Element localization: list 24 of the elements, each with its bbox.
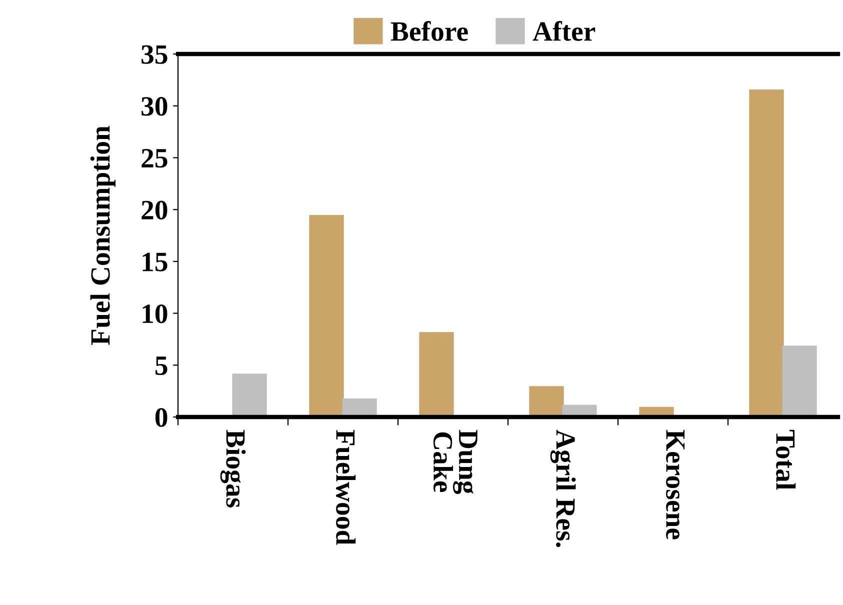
y-tick-label: 0	[155, 408, 168, 427]
bar	[309, 214, 344, 417]
y-tick-label: 20	[142, 200, 168, 220]
y-tick-label: 35	[142, 45, 168, 64]
x-tick-label: Agril Res.	[550, 430, 576, 548]
x-tick-label: Fuelwood	[336, 430, 356, 545]
y-tick-label: 30	[142, 97, 168, 116]
x-tick-label: Kerosene	[666, 430, 685, 540]
y-tick-label: 25	[142, 148, 168, 168]
x-tick-label: Total	[776, 430, 796, 490]
bar	[782, 346, 817, 417]
bar	[529, 386, 564, 417]
y-tick-label: 10	[142, 304, 168, 324]
y-tick-label: 5	[156, 356, 168, 376]
y-tick-label: 15	[142, 252, 168, 272]
x-tick-label: Biogas	[220, 430, 246, 508]
y-axis-title: Fuel Consumption	[90, 126, 116, 345]
bar	[749, 89, 784, 417]
bar	[419, 332, 454, 417]
bar	[342, 398, 377, 417]
legend-label: After	[532, 21, 596, 41]
x-tick-label: Dung Cake	[433, 430, 478, 494]
bar	[232, 374, 267, 417]
legend-label: Before	[390, 21, 468, 41]
